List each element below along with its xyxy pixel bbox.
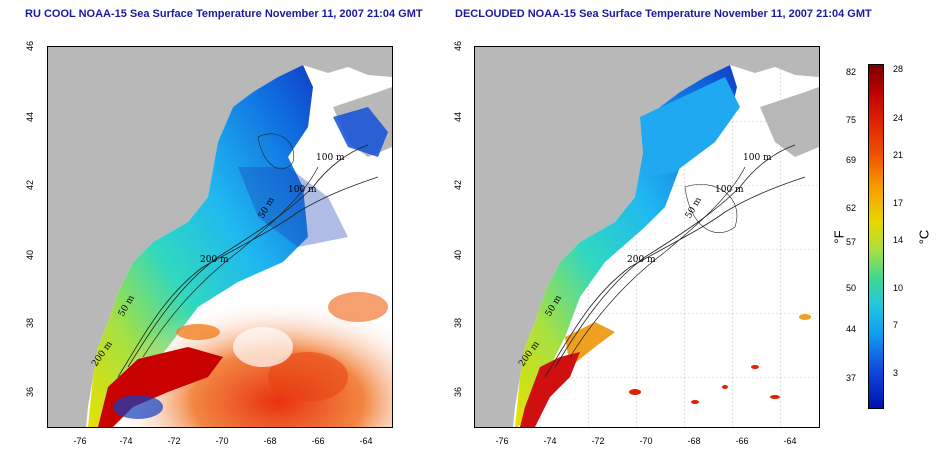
fahrenheit-unit-label: °F xyxy=(831,230,847,244)
left-panel-title: RU COOL NOAA-15 Sea Surface Temperature … xyxy=(25,8,423,20)
right-contour-label-2: 100 m xyxy=(715,185,744,195)
fahrenheit-tick-82: 82 xyxy=(846,67,857,77)
left-y-tick-36: 36 xyxy=(25,386,35,398)
fahrenheit-tick-37: 37 xyxy=(846,373,857,383)
left-y-tick-46: 46 xyxy=(25,40,35,52)
celsius-tick-17: 17 xyxy=(893,198,904,208)
right-sst-map: 100 m 100 m 50 m 200 m 50 m 200 m xyxy=(474,46,820,428)
fahrenheit-tick-75: 75 xyxy=(846,115,857,125)
left-y-tick-42: 42 xyxy=(25,179,35,191)
fahrenheit-tick-57: 57 xyxy=(846,237,857,247)
left-x-tick-64: -64 xyxy=(359,436,373,446)
left-contour-label-4: 200 m xyxy=(200,255,229,265)
right-panel-title: DECLOUDED NOAA-15 Sea Surface Temperatur… xyxy=(455,8,872,20)
left-contour-label-2: 100 m xyxy=(288,185,317,195)
fahrenheit-tick-44: 44 xyxy=(846,324,857,334)
right-contour-label-4: 200 m xyxy=(627,255,656,265)
right-contour-label-1: 100 m xyxy=(743,153,772,163)
right-x-tick-66: -66 xyxy=(735,436,749,446)
right-x-tick-70: -70 xyxy=(639,436,653,446)
right-map-canvas: 100 m 100 m 50 m 200 m 50 m 200 m xyxy=(475,47,819,427)
fahrenheit-tick-62: 62 xyxy=(846,203,857,213)
temperature-colorbar xyxy=(868,64,884,409)
celsius-unit-label: °C xyxy=(916,229,932,245)
left-x-tick-76: -76 xyxy=(73,436,87,446)
fahrenheit-tick-69: 69 xyxy=(846,155,857,165)
celsius-tick-3: 3 xyxy=(893,368,899,378)
right-y-tick-40: 40 xyxy=(453,249,463,261)
right-y-tick-46: 46 xyxy=(453,40,463,52)
celsius-tick-21: 21 xyxy=(893,150,904,160)
right-x-tick-64: -64 xyxy=(783,436,797,446)
left-x-tick-72: -72 xyxy=(167,436,181,446)
left-contour-label-1: 100 m xyxy=(316,153,345,163)
left-x-tick-70: -70 xyxy=(215,436,229,446)
right-y-tick-36: 36 xyxy=(453,386,463,398)
right-y-tick-44: 44 xyxy=(453,111,463,123)
left-y-tick-38: 38 xyxy=(25,317,35,329)
left-map-canvas: 100 m 100 m 50 m 200 m 50 m 200 m xyxy=(48,47,392,427)
right-y-tick-42: 42 xyxy=(453,179,463,191)
right-x-tick-68: -68 xyxy=(687,436,701,446)
right-x-tick-74: -74 xyxy=(543,436,557,446)
left-y-tick-44: 44 xyxy=(25,111,35,123)
fahrenheit-tick-50: 50 xyxy=(846,283,857,293)
left-sst-map: 100 m 100 m 50 m 200 m 50 m 200 m xyxy=(47,46,393,428)
right-x-tick-72: -72 xyxy=(591,436,605,446)
celsius-tick-7: 7 xyxy=(893,320,899,330)
celsius-tick-24: 24 xyxy=(893,113,904,123)
left-x-tick-66: -66 xyxy=(311,436,325,446)
right-x-tick-76: -76 xyxy=(495,436,509,446)
celsius-tick-14: 14 xyxy=(893,235,904,245)
left-x-tick-74: -74 xyxy=(119,436,133,446)
left-x-tick-68: -68 xyxy=(263,436,277,446)
celsius-tick-28: 28 xyxy=(893,64,904,74)
celsius-tick-10: 10 xyxy=(893,283,904,293)
left-y-tick-40: 40 xyxy=(25,249,35,261)
right-y-tick-38: 38 xyxy=(453,317,463,329)
